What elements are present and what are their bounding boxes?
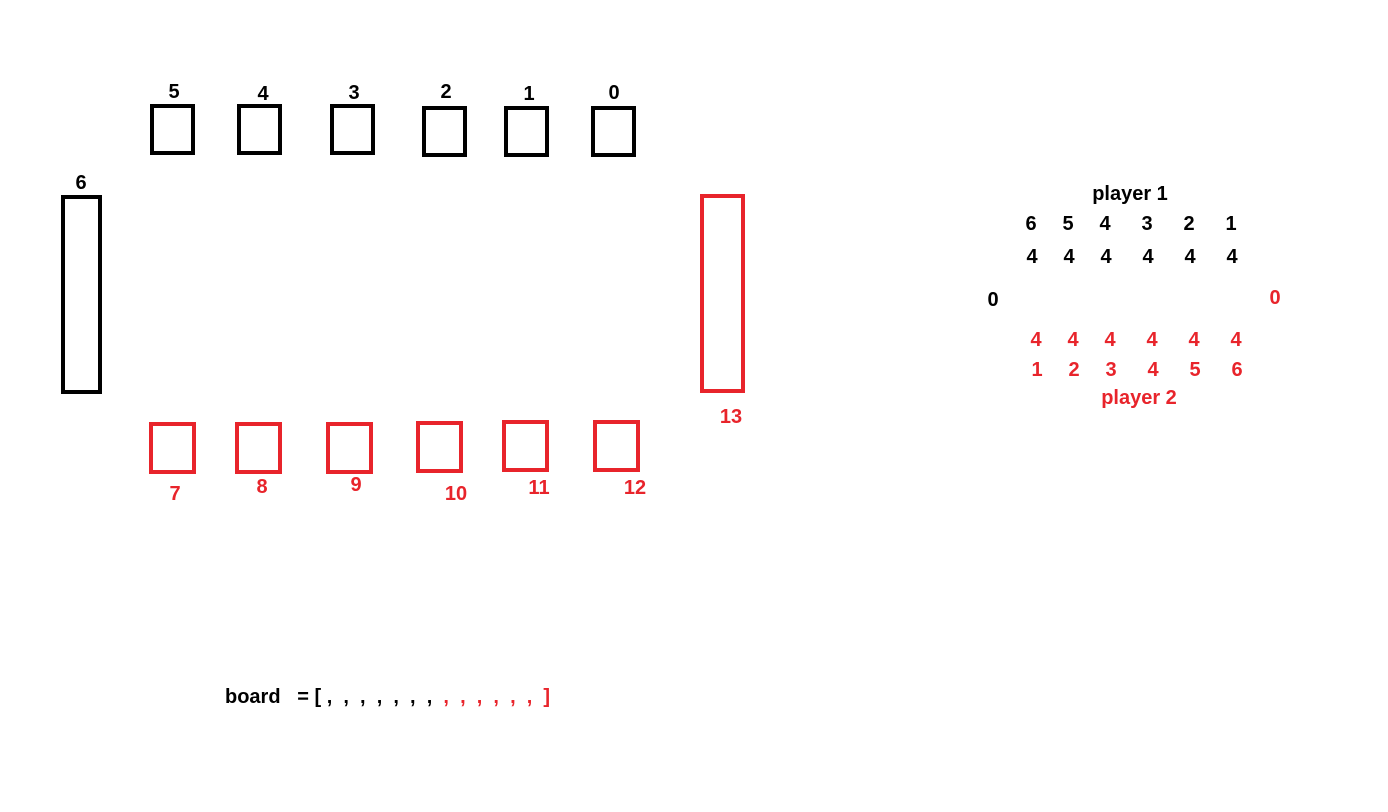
- p1-count: 4: [1226, 246, 1238, 268]
- p2-pit-number: 6: [1231, 359, 1243, 381]
- pit-label-7: 7: [169, 483, 181, 505]
- pit-label-4: 4: [257, 83, 269, 105]
- pit-label-0: 0: [608, 82, 620, 104]
- pit-label-11: 11: [528, 477, 550, 499]
- p2-count: 4: [1230, 329, 1242, 351]
- p2-pit-number: 1: [1031, 359, 1043, 381]
- p1-count: 4: [1142, 246, 1154, 268]
- p1-pit-number: 6: [1025, 213, 1037, 235]
- store-right: [700, 194, 745, 393]
- p2-count: 4: [1146, 329, 1158, 351]
- store-left: [61, 195, 102, 394]
- pit-2: [422, 106, 467, 157]
- p1-pit-number: 1: [1225, 213, 1237, 235]
- pit-0: [591, 106, 636, 157]
- p2-pit-number: 4: [1147, 359, 1159, 381]
- p1-count: 4: [1184, 246, 1196, 268]
- pit-8: [235, 422, 282, 474]
- player1-label: player 1: [1092, 183, 1168, 205]
- p2-count: 4: [1104, 329, 1116, 351]
- pit-label-1: 1: [523, 83, 535, 105]
- pit-12: [593, 420, 640, 472]
- p1-store-count: 0: [987, 289, 999, 311]
- pit-7: [149, 422, 196, 474]
- store-left-label: 6: [75, 172, 87, 194]
- board-equals-open: = [: [297, 686, 322, 708]
- board-label: board: [225, 686, 281, 708]
- p1-pit-number: 3: [1141, 213, 1153, 235]
- p2-count: 4: [1030, 329, 1042, 351]
- p1-pit-number: 5: [1062, 213, 1074, 235]
- store-right-label: 13: [719, 406, 743, 428]
- player2-label: player 2: [1101, 387, 1177, 409]
- pit-label-2: 2: [440, 81, 452, 103]
- pit-label-3: 3: [348, 82, 360, 104]
- pit-label-9: 9: [350, 474, 362, 496]
- pit-1: [504, 106, 549, 157]
- board-black-commas: , , , , , , ,: [321, 686, 433, 708]
- pit-9: [326, 422, 373, 474]
- p1-count: 4: [1063, 246, 1075, 268]
- p1-count: 4: [1100, 246, 1112, 268]
- pit-label-12: 12: [623, 477, 647, 499]
- pit-5: [150, 104, 195, 155]
- p1-pit-number: 4: [1099, 213, 1111, 235]
- p1-count: 4: [1026, 246, 1038, 268]
- p2-count: 4: [1188, 329, 1200, 351]
- pit-11: [502, 420, 549, 472]
- pit-label-10: 10: [444, 483, 468, 505]
- pit-label-8: 8: [256, 476, 268, 498]
- p2-pit-number: 3: [1105, 359, 1117, 381]
- p2-count: 4: [1067, 329, 1079, 351]
- pit-label-5: 5: [168, 81, 180, 103]
- pit-10: [416, 421, 463, 473]
- board-array-line: board = [ , , , , , , , , , , , , , ]: [225, 685, 550, 709]
- p1-pit-number: 2: [1183, 213, 1195, 235]
- pit-3: [330, 104, 375, 155]
- board-red-commas: , , , , , , ]: [432, 686, 551, 708]
- p2-store-count: 0: [1269, 287, 1281, 309]
- p2-pit-number: 2: [1068, 359, 1080, 381]
- p2-pit-number: 5: [1189, 359, 1201, 381]
- pit-4: [237, 104, 282, 155]
